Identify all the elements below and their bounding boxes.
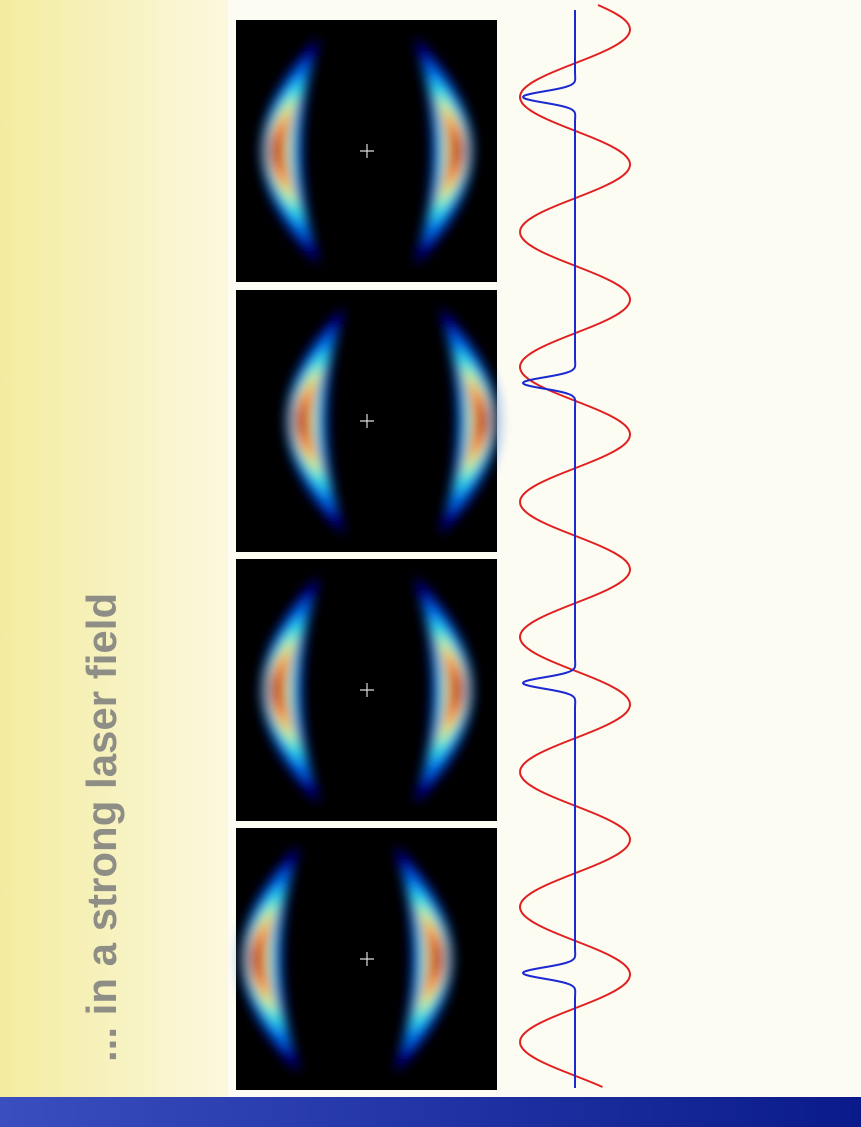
image-panel: [236, 20, 497, 282]
panels: [236, 20, 498, 1090]
footer-bar: [0, 1097, 861, 1127]
slide-canvas: ... in a strong laser field: [0, 0, 861, 1127]
slide: ... in a strong laser field: [0, 0, 861, 1127]
image-panel: [236, 290, 498, 552]
image-panel: [236, 559, 497, 821]
slide-title: ... in a strong laser field: [78, 593, 125, 1062]
waveforms: [520, 5, 630, 1088]
pulse-envelope: [523, 10, 575, 1088]
image-panel: [236, 828, 497, 1090]
